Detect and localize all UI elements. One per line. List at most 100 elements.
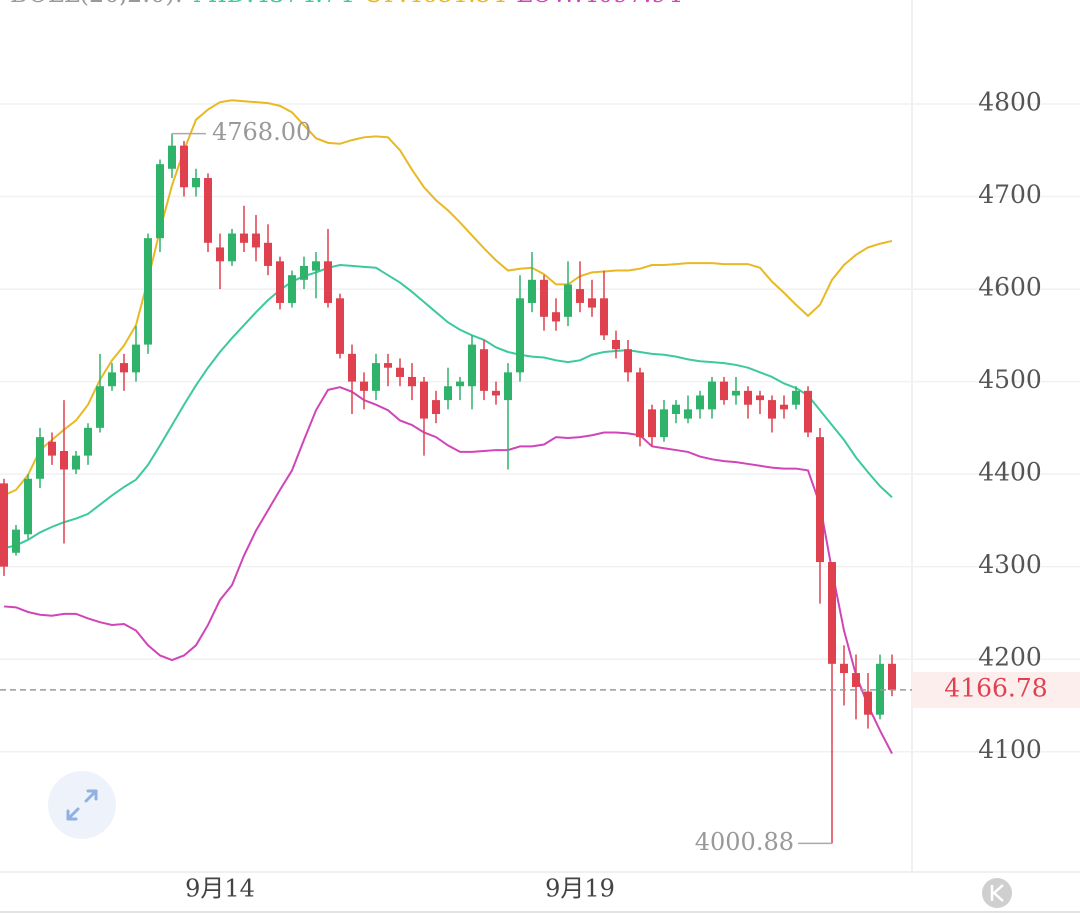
candle-body [48,441,56,456]
candle-body [396,367,404,377]
candle-body [480,349,488,391]
candle-body [576,289,584,303]
max-label: 4768.00 [212,118,311,146]
candle-body [636,372,644,438]
candle-body [264,242,272,266]
y-tick-label: 4300 [978,550,1042,579]
candle-body [768,400,776,419]
expand-button-bg[interactable] [48,771,116,839]
candle-body [672,404,680,414]
candle-body [216,247,224,262]
y-tick-label: 4400 [978,458,1042,487]
candle-body [120,363,128,373]
candle-body [384,363,392,368]
candle-body [888,663,896,690]
candle-body [840,663,848,674]
candle-body [516,298,524,373]
x-tick-label: 9月19 [545,875,615,903]
candle-body [492,390,500,396]
candle-body [0,483,8,567]
candle-body [468,344,476,387]
candle-body [552,312,560,322]
candle-body [540,279,548,317]
kline-button[interactable] [982,878,1012,908]
candle-body [300,265,308,280]
candle-body [348,353,356,382]
candle-body [12,529,20,553]
candle-body [84,427,92,456]
candle-body [60,450,68,470]
candle-body [600,298,608,336]
legend-entry: LOW:4097.94 [516,0,682,8]
candle-body [720,381,728,401]
x-tick-label: 9月14 [185,875,255,903]
y-tick-label: 4800 [978,88,1042,117]
candle-body [828,562,836,664]
legend-entry: UP:4651.54 [363,0,506,8]
candle-body [36,437,44,479]
candle-body [804,390,812,433]
candle-body [852,673,860,687]
candle-body [144,238,152,345]
expand-icon [66,789,98,821]
candle-body [564,284,572,317]
candle-body [240,233,248,243]
candle-body [204,178,212,243]
indicator-legend: BOLL(20,2.0): MID:4374.74 UP:4651.54 LOW:40… [10,0,682,8]
last-price-label: 4166.78 [944,673,1047,702]
candle-body [432,400,440,414]
candle-body [708,381,716,410]
y-tick-label: 4600 [978,273,1042,302]
y-tick-label: 4200 [978,643,1042,672]
y-tick-label: 4100 [978,735,1042,764]
candle-body [252,233,260,248]
candle-body [696,395,704,410]
candle-body [156,164,164,239]
candle-body [612,339,620,350]
candle-body [756,395,764,401]
min-label: 4000.88 [695,828,794,856]
candle-body [312,261,320,271]
kline-button-bg[interactable] [982,878,1012,908]
candle-body [336,298,344,354]
candle-body [528,279,536,303]
candle-body [816,437,824,563]
candle-body [180,145,188,188]
candle-body [444,386,452,401]
y-tick-label: 4700 [978,180,1042,209]
candle-body [24,478,32,535]
candle-body [360,381,368,391]
candle-body [504,372,512,401]
candle-body [744,390,752,405]
candle-body [288,275,296,303]
candle-body [864,691,872,715]
indicator-label: BOLL(20,2.0): [10,0,183,8]
candle-body [276,261,284,303]
candle-body [108,372,116,387]
candle-body [372,363,380,391]
candle-body [168,145,176,169]
candle-body [684,409,692,419]
candle-body [588,298,596,308]
last-price-box [912,671,1080,708]
candle-body [648,409,656,438]
candle-body [72,455,80,470]
candle-body [660,409,668,438]
band-line [3,386,893,755]
candle-body [228,233,236,262]
candle-body [732,390,740,396]
candle-body [324,261,332,303]
candle-body [408,376,416,387]
candle-body [192,178,200,188]
legend-entry: MID:4374.74 [193,0,354,8]
kline-icon [990,884,1004,902]
y-tick-label: 4500 [978,365,1042,394]
band-line [3,263,893,550]
expand-button[interactable] [48,771,116,839]
candle-body [96,386,104,428]
candle-body [780,404,788,410]
candle-body [792,390,800,405]
candle-body [420,381,428,419]
